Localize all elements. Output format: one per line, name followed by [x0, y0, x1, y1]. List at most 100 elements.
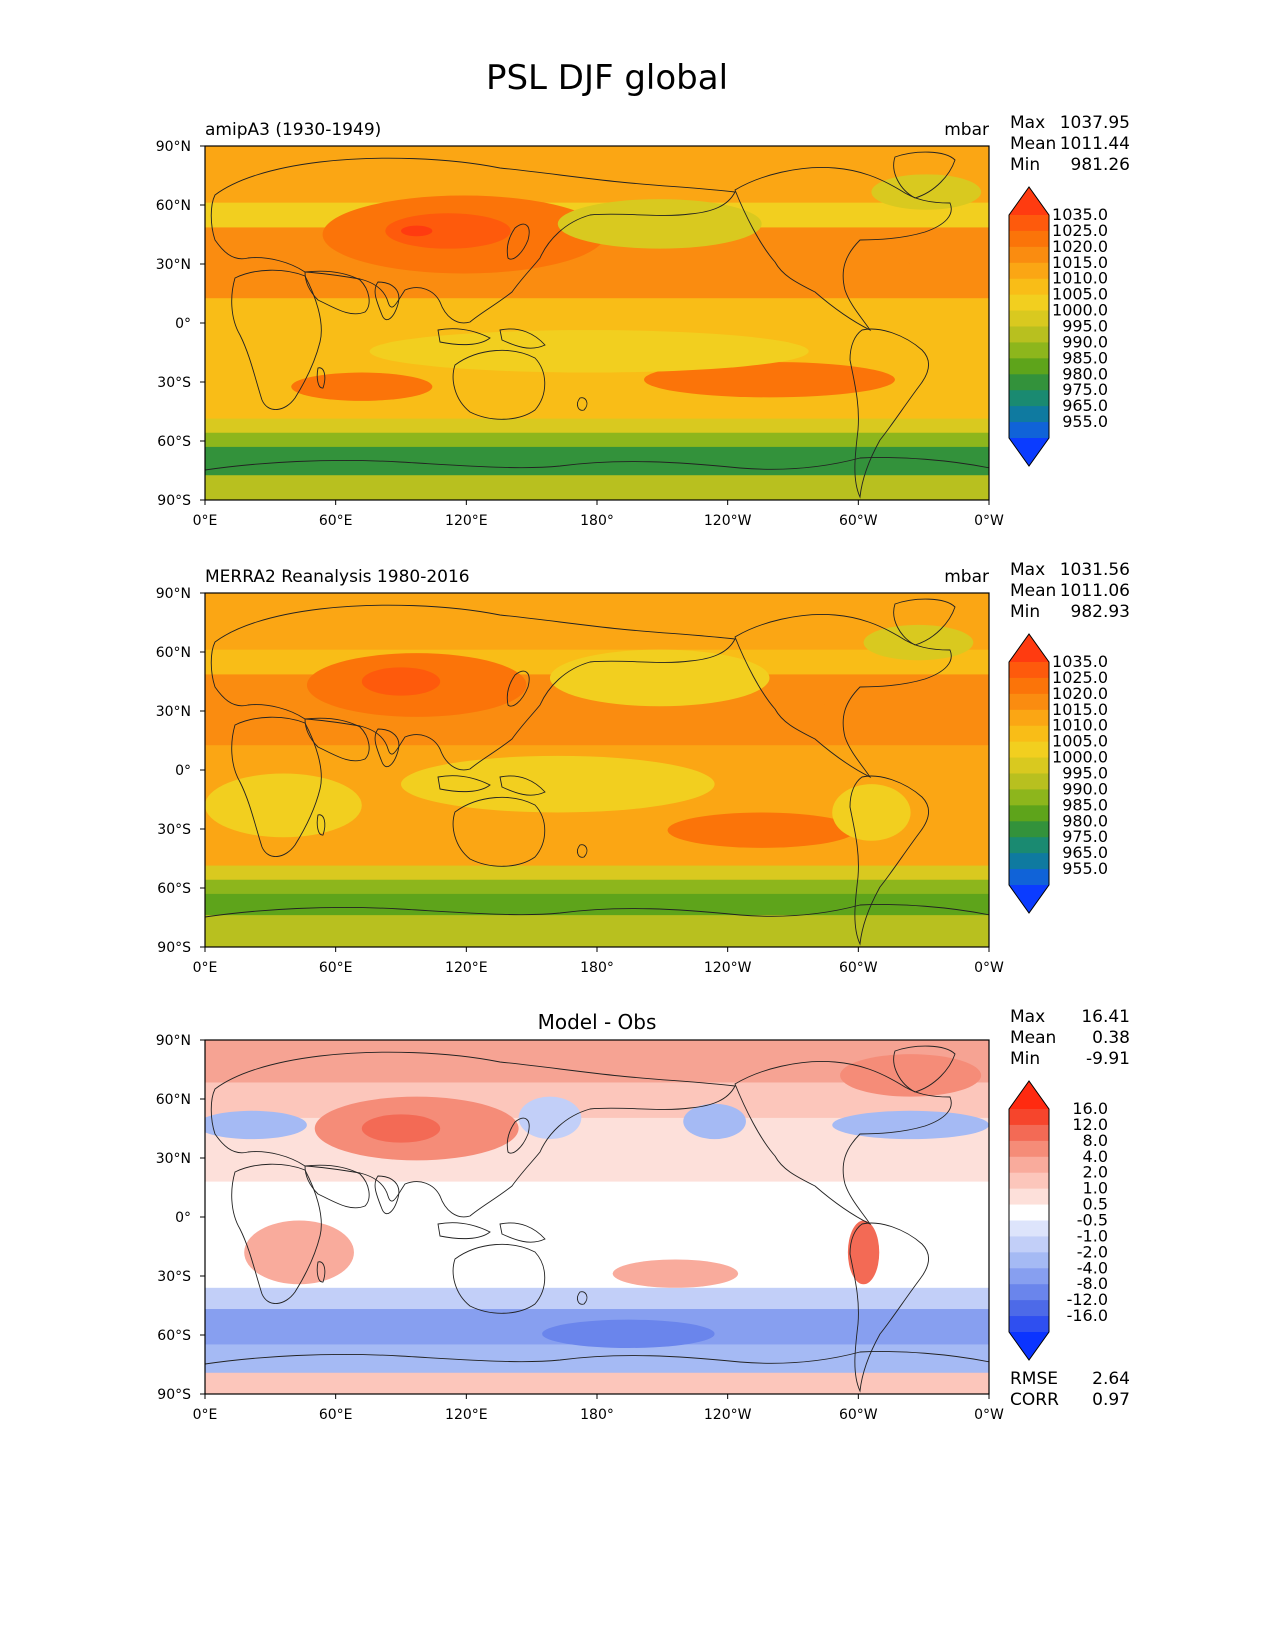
colorbar-tick-label: 1.0 — [1083, 1179, 1108, 1198]
lat-tick-label: 30°N — [156, 257, 191, 273]
lon-tick-label: 0°W — [974, 1407, 1004, 1423]
colorbar-segment — [1009, 789, 1049, 806]
colorbar-tick-label: -1.0 — [1077, 1226, 1108, 1245]
lon-tick-label: 180° — [580, 513, 614, 529]
lon-tick-label: 60°W — [839, 960, 878, 976]
map-panel-2: 90°N 60°N 30°N 0° 30°S 60°S 90°S0°E 60°E 120°E 18… — [156, 560, 1130, 976]
colorbar-extend-max — [1009, 1081, 1049, 1109]
colorbar-segment — [1009, 677, 1049, 695]
colorbar-tick-label: 955.0 — [1062, 859, 1108, 878]
colorbar-segment — [1009, 1109, 1049, 1126]
colorbar-segment — [1009, 837, 1049, 854]
colorbar-segment — [1009, 725, 1049, 743]
lat-tick-label: 30°N — [156, 1151, 191, 1167]
stat-label: Mean — [1010, 134, 1056, 154]
colorbar-segment — [1009, 262, 1049, 280]
colorbar-tick-label: -12.0 — [1067, 1290, 1108, 1309]
colorbar-segment — [1009, 374, 1049, 391]
colorbar-segment — [1009, 230, 1049, 248]
colorbar-segment — [1009, 310, 1049, 328]
stat-value: 1011.44 — [1060, 134, 1130, 154]
colorbar-tick-label: 995.0 — [1062, 764, 1108, 783]
colorbar-segment — [1009, 1124, 1049, 1142]
colorbar-tick-label: 955.0 — [1062, 412, 1108, 431]
colorbar-tick-label: -8.0 — [1077, 1274, 1108, 1293]
colorbar-segment — [1009, 1204, 1049, 1222]
stat-value: -9.91 — [1086, 1049, 1130, 1069]
colorbar-tick-label: 1010.0 — [1052, 716, 1108, 735]
colorbar-tick-label: 980.0 — [1062, 811, 1108, 830]
colorbar-segment — [1009, 1140, 1049, 1158]
colorbar-segment — [1009, 821, 1049, 838]
colorbar-segment — [1009, 342, 1049, 359]
lat-tick-label: 90°S — [157, 1387, 191, 1403]
lon-tick-label: 60°E — [319, 960, 353, 976]
colorbar-tick-label: -4.0 — [1077, 1258, 1108, 1277]
colorbar-segment — [1009, 757, 1049, 775]
lon-tick-label: 0°W — [974, 960, 1004, 976]
stat-value: 981.26 — [1071, 155, 1130, 175]
colorbar-segment — [1009, 1268, 1049, 1285]
colorbar-extend-max — [1009, 187, 1049, 215]
colorbar-tick-label: 2.0 — [1083, 1163, 1108, 1182]
stat-value: 982.93 — [1071, 602, 1130, 622]
lat-tick-label: 60°N — [156, 198, 191, 214]
units-label: mbar — [944, 567, 989, 587]
map-panel-1: 90°N 60°N 30°N 0° 30°S 60°S 90°S0°E 60°E 120°E 18… — [156, 113, 1130, 529]
colorbar-segment — [1009, 662, 1049, 679]
panel-title: amipA3 (1930-1949) — [205, 120, 381, 140]
stat-label: Max — [1010, 113, 1045, 133]
lon-tick-label: 120°E — [445, 513, 488, 529]
lat-tick-label: 60°S — [157, 434, 191, 450]
colorbar-tick-label: 1010.0 — [1052, 269, 1108, 288]
colorbar-segment — [1009, 246, 1049, 264]
colorbar-segment — [1009, 326, 1049, 344]
colorbar-segment — [1009, 805, 1049, 822]
colorbar-tick-label: 1025.0 — [1052, 668, 1108, 687]
colorbar-tick-label: 990.0 — [1062, 779, 1108, 798]
footer-stat-label: RMSE — [1010, 1369, 1058, 1389]
stat-label: Min — [1010, 602, 1040, 622]
colorbar: 1035.01025.01020.01015.01010.01005.01000… — [1008, 633, 1108, 914]
colorbar-segment — [1009, 1220, 1049, 1238]
colorbar-segment — [1009, 853, 1049, 870]
panel-title: MERRA2 Reanalysis 1980-2016 — [205, 567, 470, 587]
lon-tick-label: 0°E — [193, 1407, 218, 1423]
colorbar-extend-max — [1009, 634, 1049, 662]
colorbar-tick-label: 1000.0 — [1052, 748, 1108, 767]
lat-tick-label: 60°S — [157, 1328, 191, 1344]
colorbar-segment — [1009, 773, 1049, 791]
colorbar-segment — [1009, 1300, 1049, 1317]
lat-tick-label: 90°S — [157, 940, 191, 956]
colorbar-segment — [1009, 709, 1049, 727]
lat-tick-label: 90°S — [157, 493, 191, 509]
colorbar-segment — [1009, 1188, 1049, 1206]
stat-label: Mean — [1010, 1028, 1056, 1048]
lat-tick-label: 60°N — [156, 645, 191, 661]
lon-tick-label: 60°W — [839, 1407, 878, 1423]
stat-value: 1037.95 — [1060, 113, 1130, 133]
lon-tick-label: 120°W — [704, 1407, 752, 1423]
colorbar-tick-label: 1015.0 — [1052, 700, 1108, 719]
colorbar-tick-label: 985.0 — [1062, 795, 1108, 814]
units-label: mbar — [944, 120, 989, 140]
colorbar-tick-label: 1005.0 — [1052, 285, 1108, 304]
footer-stat-label: CORR — [1010, 1390, 1059, 1410]
lat-tick-label: 0° — [175, 763, 191, 779]
lat-tick-label: 0° — [175, 316, 191, 332]
colorbar-tick-label: 1035.0 — [1052, 652, 1108, 671]
contour-field — [205, 1040, 989, 1394]
colorbar-tick-label: 4.0 — [1083, 1147, 1108, 1166]
map-panel-3: 90°N 60°N 30°N 0° 30°S 60°S 90°S0°E 60°E 120°E 18… — [156, 1007, 1130, 1423]
colorbar-segment — [1009, 1284, 1049, 1301]
lat-tick-label: 60°S — [157, 881, 191, 897]
colorbar-segment — [1009, 390, 1049, 407]
lat-tick-label: 90°N — [156, 139, 191, 155]
lon-tick-label: 60°E — [319, 513, 353, 529]
colorbar-tick-label: -16.0 — [1067, 1306, 1108, 1325]
colorbar-tick-label: 1035.0 — [1052, 205, 1108, 224]
lat-tick-label: 30°S — [157, 1269, 191, 1285]
colorbar-segment — [1009, 741, 1049, 759]
colorbar: 1035.01025.01020.01015.01010.01005.01000… — [1008, 186, 1108, 467]
colorbar-tick-label: 995.0 — [1062, 317, 1108, 336]
